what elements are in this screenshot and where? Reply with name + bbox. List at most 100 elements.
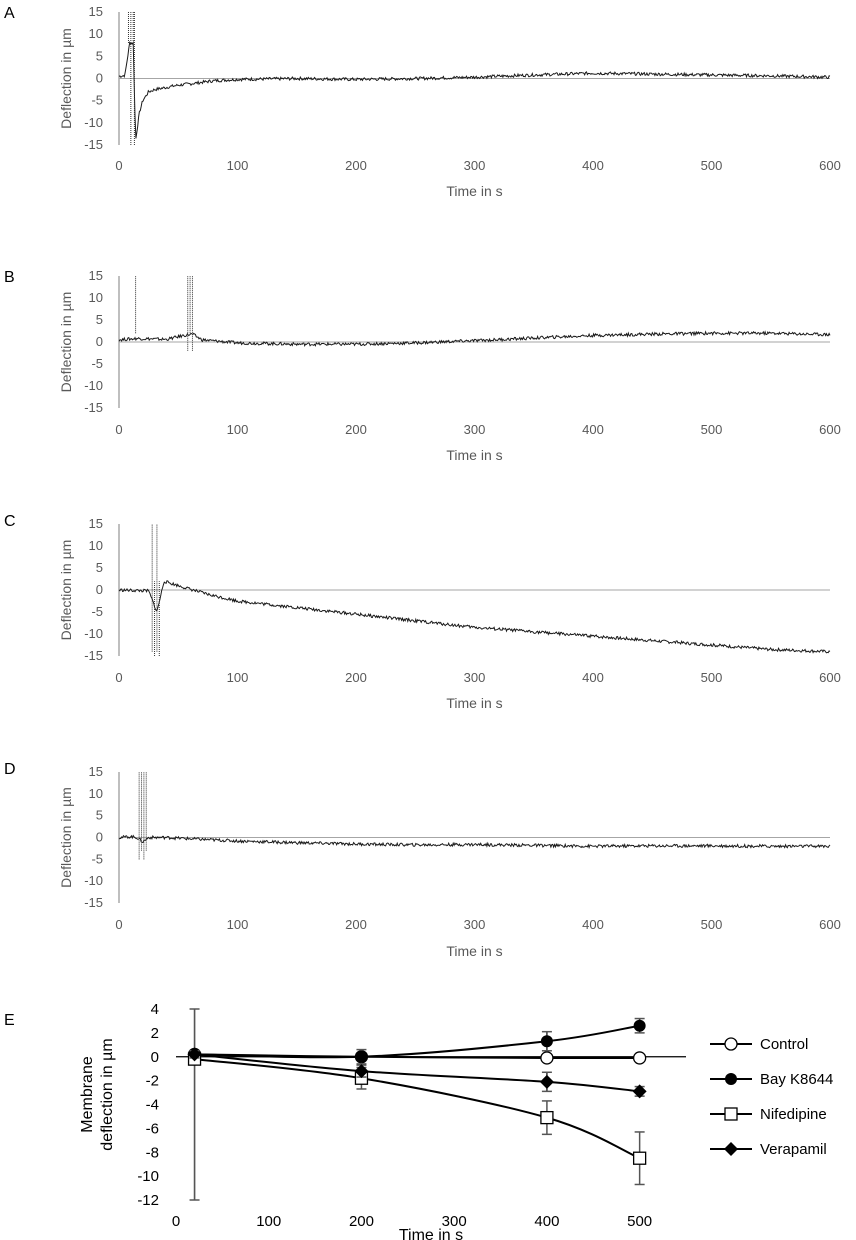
y-tick-label: 15: [89, 764, 103, 779]
legend-item: Bay K8644: [710, 1071, 833, 1088]
x-tick-label: 0: [115, 917, 122, 932]
x-axis-label: Time in s: [446, 183, 502, 199]
y-tick-label: 4: [151, 1001, 159, 1018]
panel-letter: C: [4, 513, 16, 530]
marker-diamond-filled: [539, 1074, 554, 1089]
x-tick-label: 500: [627, 1213, 652, 1230]
marker-square-open: [540, 1110, 554, 1125]
y-tick-label: 0: [96, 71, 103, 86]
x-tick-label: 600: [819, 670, 841, 685]
x-tick-label: 300: [442, 1213, 467, 1230]
x-axis-label: Time in s: [446, 447, 502, 463]
y-tick-label: -15: [84, 137, 103, 152]
x-tick-label: 200: [345, 158, 367, 173]
series-line: [194, 1058, 641, 1160]
y-tick-label: -15: [84, 895, 103, 910]
y-tick-label: -12: [137, 1192, 159, 1209]
x-tick-label: 300: [464, 422, 486, 437]
marker-diamond-filled: [724, 1142, 738, 1156]
marker-circle-open: [632, 1051, 647, 1065]
panel-d: D 15 10 5 0 -5 -10 -15 0 100 200 300 400 500 600 Deflec…: [4, 761, 841, 959]
x-tick-label: 100: [227, 422, 249, 437]
y-tick-label: -5: [91, 604, 103, 619]
y-tick-label: -5: [91, 356, 103, 371]
panel-c: C 15 10 5 0 -5 -10 -15 0 100 200 300 400 500 600 Deflec…: [4, 513, 841, 711]
y-tick-label: 2: [151, 1025, 159, 1042]
panel-b: B 15 10 5 0 -5 -10 -15 0 100 200 300 400 500 600 Deflec…: [4, 268, 841, 463]
legend-item: Nifedipine: [710, 1106, 827, 1123]
series-line: [194, 1053, 640, 1093]
panel-a: A 15 10 5 0 -5 -10 -15 0 100 200 300 400 500 600 Deflec…: [4, 4, 841, 199]
x-tick-label: 400: [582, 422, 604, 437]
y-axis-label: Deflection in µm: [58, 28, 74, 129]
y-tick-label: 15: [89, 4, 103, 19]
x-tick-label: 0: [172, 1213, 180, 1230]
marker-square-open: [724, 1107, 738, 1121]
y-tick-label: -10: [84, 378, 103, 393]
series-line: [118, 834, 831, 850]
series-nifedipine: [187, 1008, 647, 1201]
series-line: [118, 40, 831, 139]
panel-e: E 4 2 0 -2 -4 -6 -8 -10 -12 0 100 200 300 400 500 Membra…: [4, 1001, 833, 1240]
y-tick-label: 10: [89, 290, 103, 305]
marker-circle-filled: [633, 1019, 646, 1032]
y-tick-label: -5: [91, 851, 103, 866]
x-axis-label: Time in s: [399, 1227, 463, 1240]
legend-item: Verapamil: [710, 1141, 827, 1158]
x-tick-label: 500: [701, 422, 723, 437]
marker-circle-open: [724, 1037, 738, 1051]
y-tick-label: -15: [84, 648, 103, 663]
y-tick-label: 0: [151, 1049, 159, 1066]
panel-letter: E: [4, 1012, 15, 1029]
x-axis-label: Time in s: [446, 943, 502, 959]
series-verapamil: [187, 1047, 647, 1099]
legend: Control Bay K8644 Nifedipine Verapamil: [710, 1036, 833, 1158]
x-tick-label: 0: [115, 158, 122, 173]
x-tick-label: 600: [819, 158, 841, 173]
y-axis-label-line-2: deflection in µm: [99, 1038, 116, 1150]
marker-circle-filled: [355, 1050, 368, 1063]
y-tick-label: 10: [89, 538, 103, 553]
x-tick-label: 200: [345, 670, 367, 685]
series-line: [118, 580, 831, 654]
x-tick-label: 400: [534, 1213, 559, 1230]
legend-label: Verapamil: [760, 1141, 827, 1158]
panel-letter: D: [4, 761, 16, 778]
marker-diamond-filled: [187, 1047, 202, 1062]
x-tick-label: 500: [701, 670, 723, 685]
x-tick-label: 100: [227, 158, 249, 173]
x-tick-label: 100: [227, 670, 249, 685]
x-tick-label: 400: [582, 917, 604, 932]
y-tick-label: 15: [89, 268, 103, 283]
y-tick-label: -10: [84, 626, 103, 641]
y-tick-label: -2: [146, 1073, 159, 1090]
x-tick-label: 400: [582, 158, 604, 173]
x-tick-label: 100: [256, 1213, 281, 1230]
y-tick-label: -6: [146, 1120, 159, 1137]
x-tick-label: 500: [701, 158, 723, 173]
panel-letter: B: [4, 269, 15, 286]
y-tick-label: 10: [89, 786, 103, 801]
series-line: [194, 1024, 640, 1059]
y-tick-label: 5: [96, 48, 103, 63]
panel-letter: A: [4, 5, 15, 22]
y-axis-label: Deflection in µm: [58, 787, 74, 888]
y-tick-label: 15: [89, 516, 103, 531]
marker-circle-open: [540, 1051, 554, 1065]
y-tick-label: -10: [84, 873, 103, 888]
x-tick-label: 200: [349, 1213, 374, 1230]
y-axis-label: Deflection in µm: [58, 540, 74, 641]
legend-label: Bay K8644: [760, 1071, 833, 1088]
y-axis-label-line-1: Membrane: [79, 1056, 96, 1133]
marker-diamond-filled: [632, 1084, 647, 1099]
x-tick-label: 300: [464, 670, 486, 685]
marker-square-open: [632, 1151, 647, 1165]
y-tick-label: 5: [96, 808, 103, 823]
marker-diamond-filled: [354, 1064, 369, 1079]
x-tick-label: 600: [819, 422, 841, 437]
y-tick-label: -10: [137, 1168, 159, 1185]
legend-item: Control: [710, 1036, 808, 1053]
x-tick-label: 600: [819, 917, 841, 932]
y-tick-label: -4: [146, 1097, 159, 1114]
